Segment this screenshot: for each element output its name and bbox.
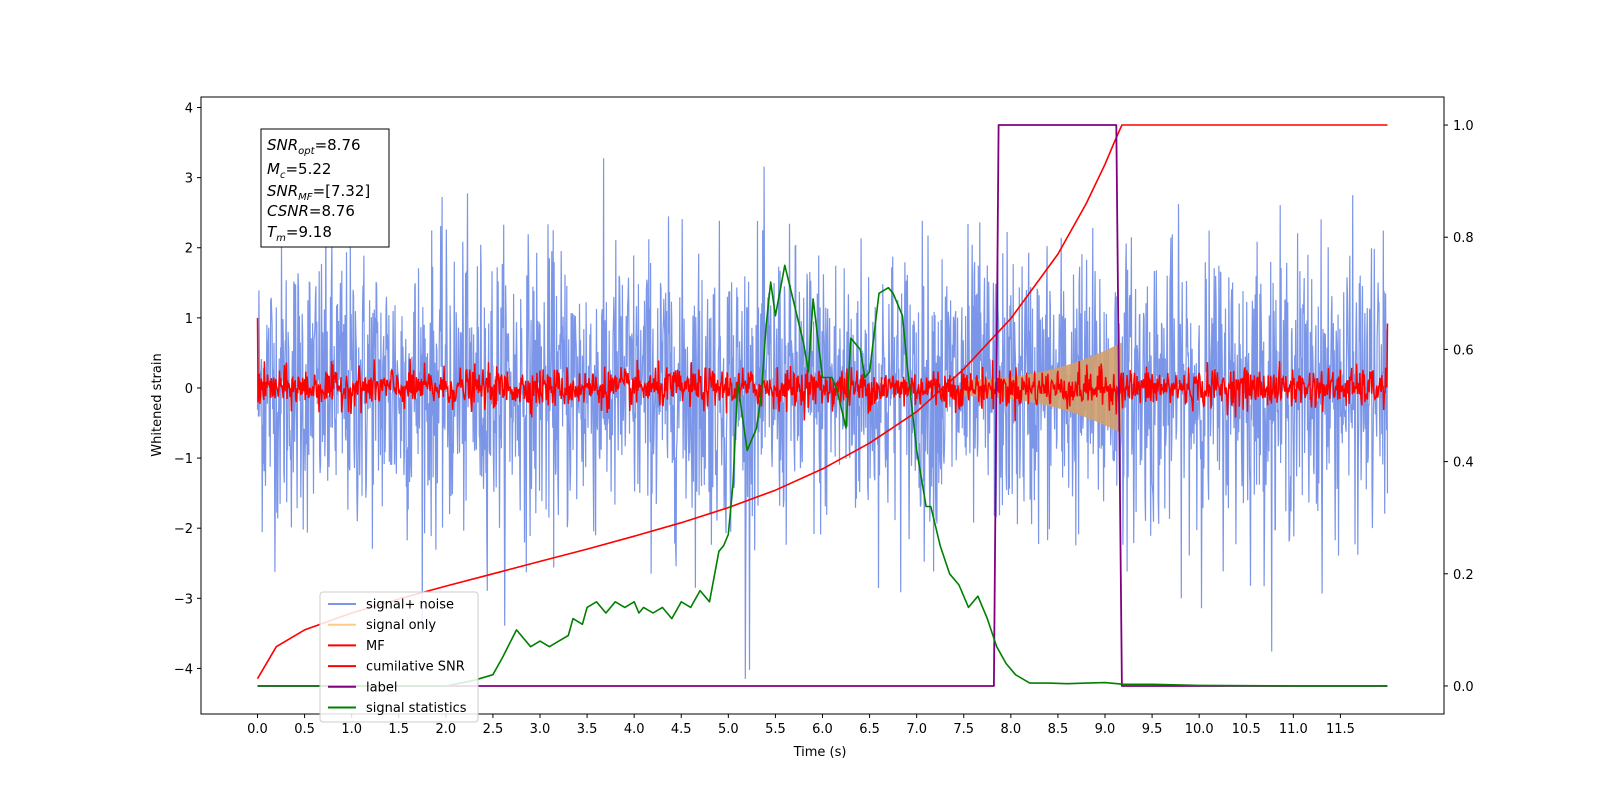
x-tick-label: 3.5 bbox=[577, 722, 598, 737]
x-tick-label: 0.5 bbox=[294, 722, 315, 737]
y-right-tick-label: 1.0 bbox=[1453, 119, 1474, 134]
x-tick-label: 7.5 bbox=[953, 722, 974, 737]
info-tm: Tm=9.18 bbox=[267, 223, 332, 244]
y-axis-right-ticks: 1.0 0.8 0.6 0.4 0.2 0.0 bbox=[1444, 119, 1474, 695]
x-tick-label: 8.0 bbox=[1000, 722, 1021, 737]
y-right-tick-label: 0.4 bbox=[1453, 456, 1474, 471]
x-tick-label: 6.5 bbox=[859, 722, 880, 737]
y-left-tick-label: −2 bbox=[174, 522, 193, 537]
y-left-tick-label: 3 bbox=[185, 172, 193, 187]
x-tick-label: 4.0 bbox=[624, 722, 645, 737]
legend-label: signal+ noise bbox=[366, 598, 454, 613]
x-tick-label: 8.5 bbox=[1048, 722, 1069, 737]
x-tick-label: 5.5 bbox=[765, 722, 786, 737]
x-axis-label: Time (s) bbox=[793, 745, 847, 760]
y-left-tick-label: 1 bbox=[185, 312, 193, 327]
legend-label: cumilative SNR bbox=[366, 660, 465, 675]
y-axis-left-ticks: 4 3 2 1 0 −1 −2 −3 −4 bbox=[174, 102, 201, 677]
series-label bbox=[257, 124, 1388, 687]
x-tick-label: 11.5 bbox=[1326, 722, 1355, 737]
info-snr-opt: SNRopt=8.76 bbox=[267, 136, 361, 157]
series-signal-noise bbox=[256, 158, 1389, 679]
info-box: SNRopt=8.76 Mc=5.22 SNRMF=[7.32] CSNR=8.… bbox=[260, 128, 390, 248]
x-tick-label: 9.5 bbox=[1142, 722, 1163, 737]
x-tick-label: 9.0 bbox=[1095, 722, 1116, 737]
info-box-frame bbox=[260, 128, 390, 248]
x-tick-label: 3.0 bbox=[530, 722, 551, 737]
y-right-tick-label: 0.6 bbox=[1453, 343, 1474, 358]
series-mf bbox=[256, 317, 1389, 422]
y-right-tick-label: 0.8 bbox=[1453, 231, 1474, 246]
y-left-tick-label: 4 bbox=[185, 102, 193, 117]
x-tick-label: 10.0 bbox=[1185, 722, 1214, 737]
info-csnr: CSNR=8.76 bbox=[267, 202, 355, 220]
x-tick-label: 1.5 bbox=[388, 722, 409, 737]
y-right-tick-label: 0.2 bbox=[1453, 568, 1474, 583]
legend: signal+ noise signal only MF cumilative SNR… bbox=[319, 591, 479, 723]
y-left-tick-label: −1 bbox=[174, 452, 193, 467]
legend-label: label bbox=[366, 680, 397, 695]
y-left-tick-label: −4 bbox=[174, 662, 193, 677]
y-left-tick-label: 2 bbox=[185, 242, 193, 257]
series-signal-only bbox=[963, 342, 1122, 434]
x-tick-label: 1.0 bbox=[341, 722, 362, 737]
y-left-tick-label: −3 bbox=[174, 592, 193, 607]
legend-label: signal only bbox=[366, 618, 436, 633]
x-tick-label: 7.0 bbox=[906, 722, 927, 737]
x-tick-label: 11.0 bbox=[1279, 722, 1308, 737]
x-tick-label: 2.5 bbox=[483, 722, 504, 737]
x-tick-label: 6.0 bbox=[812, 722, 833, 737]
legend-frame bbox=[319, 591, 479, 723]
info-snr-mf: SNRMF=[7.32] bbox=[267, 182, 370, 203]
x-tick-label: 5.0 bbox=[718, 722, 739, 737]
x-tick-label: 2.0 bbox=[435, 722, 456, 737]
info-mc: Mc=5.22 bbox=[267, 160, 331, 181]
y-axis-label: Whitened strain bbox=[150, 353, 165, 456]
series-signal-statistics bbox=[257, 264, 1388, 687]
x-tick-label: 4.5 bbox=[671, 722, 692, 737]
legend-label: signal statistics bbox=[366, 701, 467, 716]
y-left-tick-label: 0 bbox=[185, 382, 193, 397]
x-axis-ticks: 0.0 0.5 1.0 1.5 2.0 2.5 3.0 3.5 4.0 4.5 5.0 5.5 6.0 6… bbox=[247, 714, 1355, 737]
legend-label: MF bbox=[366, 639, 385, 654]
x-tick-label: 0.0 bbox=[247, 722, 268, 737]
x-tick-label: 10.5 bbox=[1232, 722, 1261, 737]
y-right-tick-label: 0.0 bbox=[1453, 680, 1474, 695]
